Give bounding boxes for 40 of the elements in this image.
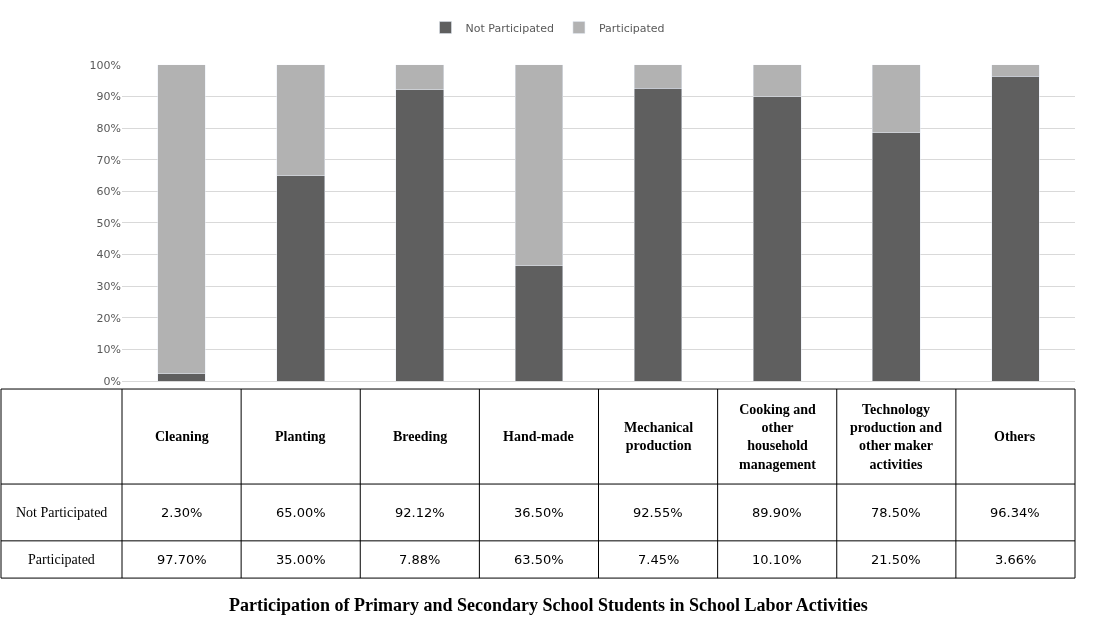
y-tick-label: 20% bbox=[96, 311, 121, 325]
y-tick-label: 0% bbox=[103, 375, 121, 389]
x-tick-label: Cooking and other household management bbox=[739, 402, 817, 472]
data-label: 21.50% bbox=[871, 552, 921, 567]
legend-label: Not Participated bbox=[465, 21, 554, 35]
data-label: 7.88% bbox=[399, 552, 441, 567]
data-label: 96.34% bbox=[990, 505, 1040, 520]
x-tick-label: Others bbox=[994, 429, 1036, 444]
data-label: 65.00% bbox=[276, 505, 326, 520]
y-tick-label: 100% bbox=[89, 58, 121, 72]
text: Participated bbox=[28, 552, 95, 567]
data-label: 3.66% bbox=[995, 552, 1037, 567]
data-label: 36.50% bbox=[514, 505, 564, 520]
y-tick-label: 10% bbox=[96, 343, 121, 357]
legend-label: Participated bbox=[598, 21, 665, 35]
data-label: 78.50% bbox=[871, 505, 921, 520]
data-label: 92.55% bbox=[633, 505, 683, 520]
y-tick-label: 70% bbox=[96, 153, 121, 167]
y-tick-label: 80% bbox=[96, 121, 121, 135]
x-tick-label: Technology production and other maker activities bbox=[850, 402, 943, 472]
text: Not Participated bbox=[16, 505, 108, 520]
data-label: 7.45% bbox=[638, 552, 680, 567]
x-tick-label: Mechanical production bbox=[624, 420, 694, 454]
y-tick-label: 90% bbox=[96, 90, 121, 104]
data-label: 97.70% bbox=[157, 552, 207, 567]
text: Participation of Primary and Secondary School Students in School Labor Activities bbox=[229, 595, 868, 615]
y-tick-label: 50% bbox=[96, 216, 121, 230]
x-tick-label: Hand-made bbox=[503, 429, 574, 444]
y-tick-label: 40% bbox=[96, 248, 121, 262]
data-label: 10.10% bbox=[752, 552, 802, 567]
x-tick-label: Cleaning bbox=[155, 429, 209, 444]
data-label: 63.50% bbox=[514, 552, 564, 567]
data-label: 2.30% bbox=[161, 505, 203, 520]
data-label: 35.00% bbox=[276, 552, 326, 567]
y-tick-label: 60% bbox=[96, 185, 121, 199]
data-label: 92.12% bbox=[395, 505, 445, 520]
x-tick-label: Planting bbox=[275, 429, 326, 444]
x-tick-label: Breeding bbox=[393, 429, 448, 444]
data-label: 89.90% bbox=[752, 505, 802, 520]
y-tick-label: 30% bbox=[96, 280, 121, 294]
